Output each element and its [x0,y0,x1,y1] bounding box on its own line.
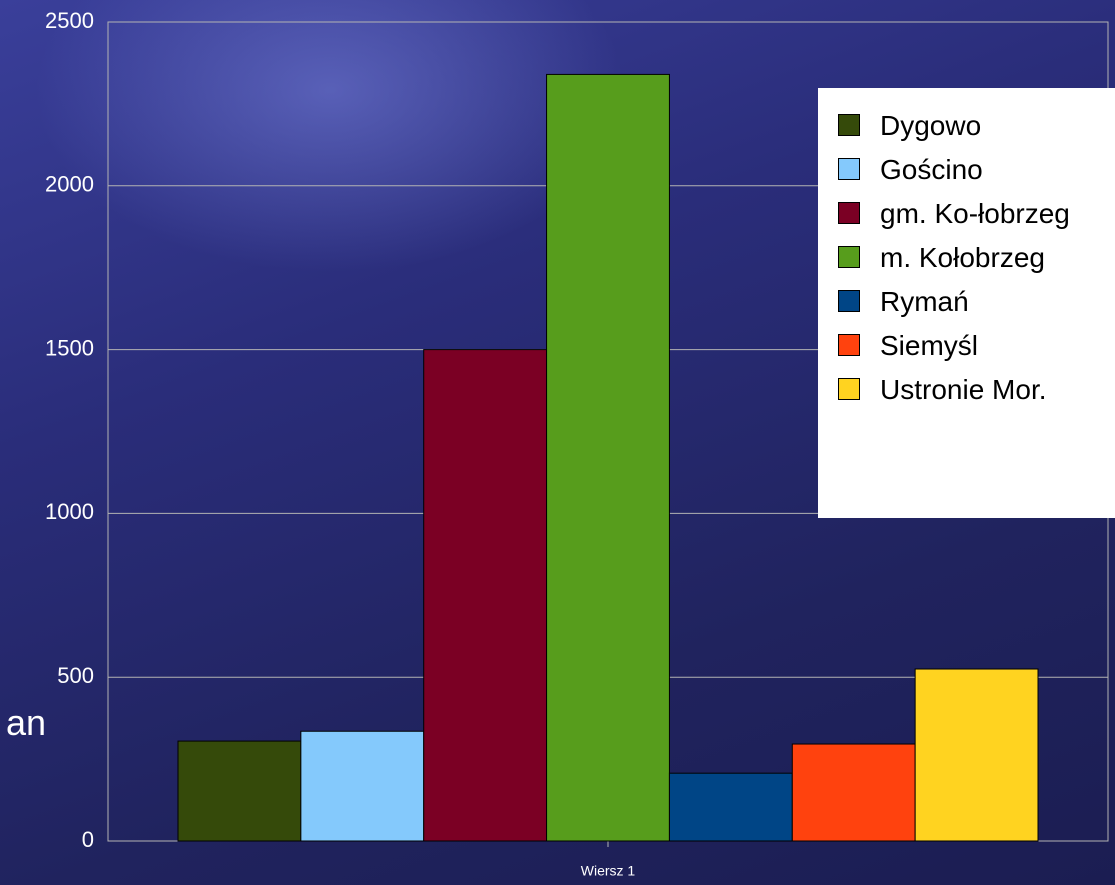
legend-item: Ustronie Mor. [838,372,1115,407]
bar [668,772,793,842]
legend-item: gm. Ko-łobrzeg [838,196,1115,231]
y-tick-label: 1500 [45,335,94,360]
bar [177,740,302,842]
legend-label: m. Kołobrzeg [880,242,1045,273]
legend-label: gm. Ko-łobrzeg [880,198,1070,229]
y-tick-label: 1000 [45,499,94,524]
legend-swatch [838,114,860,136]
legend-item: Siemyśl [838,328,1115,363]
legend-label: Dygowo [880,110,982,141]
bar [300,730,425,842]
y-tick-label: 500 [57,663,94,688]
bar [791,743,916,842]
legend-label: Ustronie Mor. [880,374,1047,405]
slide-text: an [6,702,47,743]
legend-item: Rymań [838,284,1115,319]
y-tick-label: 2500 [45,8,94,33]
legend-swatch [838,290,860,312]
legend-label: Siemyśl [880,330,979,361]
legend-swatch [838,158,860,180]
bar [914,668,1039,842]
legend-swatch [838,378,860,400]
legend-swatch [838,202,860,224]
legend-item: m. Kołobrzeg [838,240,1115,275]
y-tick-label: 0 [82,827,94,852]
legend-item: Dygowo [838,108,1115,143]
x-tick-label: Wiersz 1 [581,863,636,879]
legend-item: Gościno [838,152,1115,187]
legend-swatch [838,246,860,268]
legend-label: Gościno [880,154,983,185]
bar [546,73,670,842]
legend-label: Rymań [880,286,969,317]
bar [423,349,548,842]
legend-swatch [838,334,860,356]
legend: Dygowo Gościno gm. Ko-łobrzeg m. Kołobrzeg R… [818,88,1115,518]
y-tick-label: 2000 [45,172,94,197]
